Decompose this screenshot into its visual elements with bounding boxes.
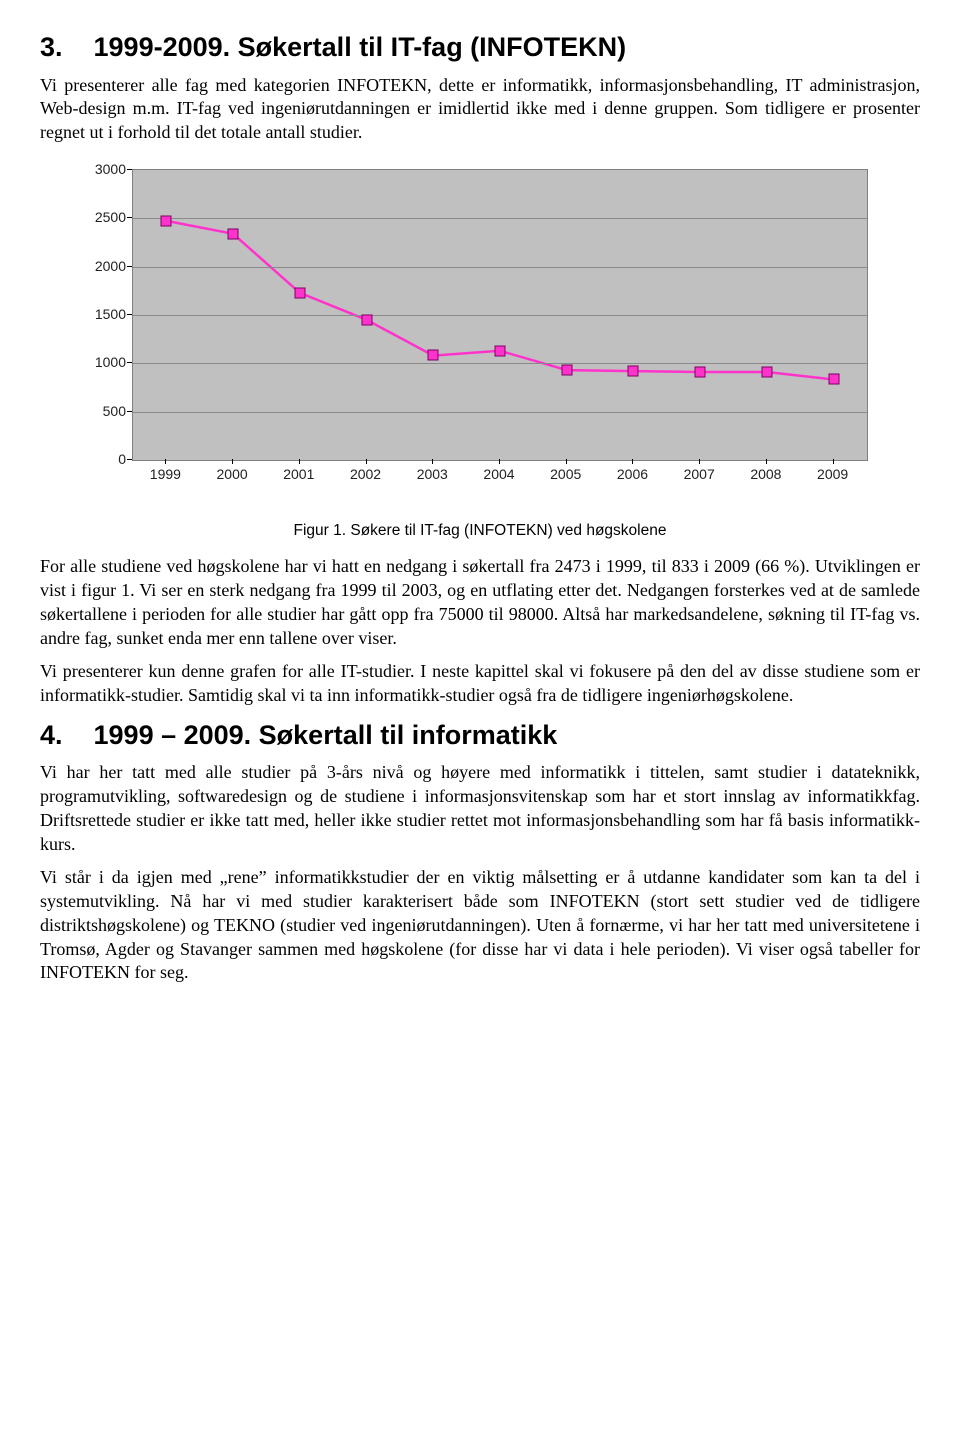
y-tick-mark [127, 217, 132, 218]
chart-marker [561, 364, 572, 375]
gridline [133, 218, 867, 219]
x-tick-label: 2007 [669, 465, 729, 483]
section-4-paragraph-1: Vi har her tatt med alle studier på 3-år… [40, 761, 920, 856]
y-tick-mark [127, 362, 132, 363]
gridline [133, 267, 867, 268]
body-paragraph-1: For alle studiene ved høgskolene har vi … [40, 555, 920, 650]
x-tick-mark [232, 459, 233, 464]
chart-marker [828, 374, 839, 385]
y-tick-label: 0 [80, 450, 126, 468]
x-tick-mark [366, 459, 367, 464]
section-4-heading: 4. 1999 – 2009. Søkertall til informatik… [40, 718, 920, 754]
x-tick-mark [699, 459, 700, 464]
chart-marker [761, 366, 772, 377]
y-tick-label: 3000 [80, 160, 126, 178]
figure-1-caption: Figur 1. Søkere til IT-fag (INFOTEKN) ve… [40, 521, 920, 541]
plot-area [132, 169, 868, 461]
chart-container: 0 500 1000 1500 2000 2500 3000 1999 2000 2001 2002… [40, 159, 920, 499]
chart-marker [428, 350, 439, 361]
y-tick-label: 2000 [80, 256, 126, 274]
chart-marker [361, 314, 372, 325]
y-tick-label: 2500 [80, 208, 126, 226]
x-tick-label: 1999 [135, 465, 195, 483]
x-tick-label: 2005 [536, 465, 596, 483]
gridline [133, 315, 867, 316]
x-tick-mark [566, 459, 567, 464]
x-tick-label: 2001 [269, 465, 329, 483]
x-tick-label: 2000 [202, 465, 262, 483]
y-tick-label: 500 [80, 401, 126, 419]
y-tick-label: 1500 [80, 305, 126, 323]
y-tick-label: 1000 [80, 353, 126, 371]
section-4-title: 1999 – 2009. Søkertall til informatikk [94, 720, 558, 750]
x-tick-label: 2003 [402, 465, 462, 483]
x-tick-label: 2002 [336, 465, 396, 483]
x-tick-label: 2008 [736, 465, 796, 483]
y-tick-mark [127, 411, 132, 412]
page: 3. 1999-2009. Søkertall til IT-fag (INFO… [0, 0, 960, 1055]
gridline [133, 363, 867, 364]
y-tick-mark [127, 459, 132, 460]
section-3-heading: 3. 1999-2009. Søkertall til IT-fag (INFO… [40, 30, 920, 66]
x-tick-mark [499, 459, 500, 464]
chart-marker [161, 215, 172, 226]
chart-marker [228, 228, 239, 239]
x-tick-mark [165, 459, 166, 464]
section-3-number: 3. [40, 30, 86, 66]
x-tick-label: 2006 [602, 465, 662, 483]
chart-marker [628, 365, 639, 376]
section-4-paragraph-2: Vi står i da igjen med „rene” informatik… [40, 866, 920, 985]
x-tick-mark [833, 459, 834, 464]
x-tick-mark [299, 459, 300, 464]
x-tick-mark [632, 459, 633, 464]
chart-marker [495, 345, 506, 356]
x-tick-mark [432, 459, 433, 464]
gridline [133, 412, 867, 413]
section-3-paragraph-1: Vi presenterer alle fag med kategorien I… [40, 74, 920, 145]
x-tick-label: 2009 [803, 465, 863, 483]
y-tick-mark [127, 169, 132, 170]
line-chart: 0 500 1000 1500 2000 2500 3000 1999 2000 2001 2002… [80, 159, 880, 499]
section-4-number: 4. [40, 718, 86, 754]
body-paragraph-2: Vi presenterer kun denne grafen for alle… [40, 660, 920, 708]
y-tick-mark [127, 314, 132, 315]
x-tick-mark [766, 459, 767, 464]
x-tick-label: 2004 [469, 465, 529, 483]
chart-marker [294, 287, 305, 298]
section-3-title: 1999-2009. Søkertall til IT-fag (INFOTEK… [94, 32, 627, 62]
chart-marker [695, 366, 706, 377]
y-tick-mark [127, 266, 132, 267]
